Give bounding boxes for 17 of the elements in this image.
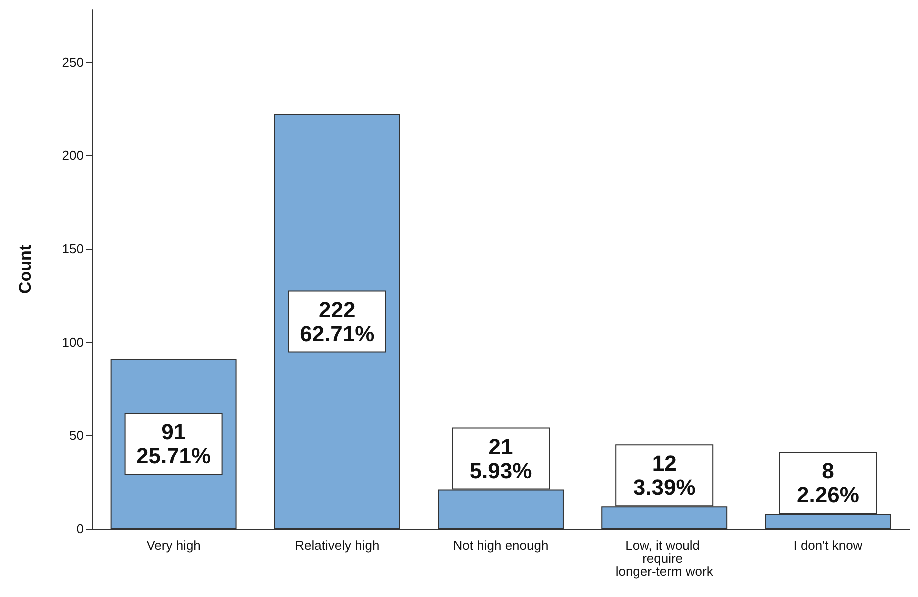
y-tick-label: 100 xyxy=(62,334,84,350)
x-tick-label: Very high xyxy=(146,538,201,553)
data-label: 12 3.39% xyxy=(633,451,696,500)
data-label: 222 62.71% xyxy=(300,297,375,346)
y-tick-label: 150 xyxy=(62,241,84,256)
y-tick-label: 50 xyxy=(70,428,84,444)
y-axis-title: Count xyxy=(16,244,35,294)
data-label: 8 2.26% xyxy=(797,458,860,508)
x-tick-label: Low, it would require longer-term work xyxy=(616,538,714,579)
y-tick-label: 0 xyxy=(76,522,84,536)
data-label: 91 25.71% xyxy=(136,420,212,469)
x-tick-label: Not high enough xyxy=(453,538,549,553)
y-tick-label: 250 xyxy=(62,54,84,70)
x-tick-label: Relatively high xyxy=(295,538,380,553)
x-tick-label: I don't know xyxy=(794,538,864,553)
y-tick-label: 200 xyxy=(62,148,84,164)
data-label: 21 5.93% xyxy=(470,434,532,484)
